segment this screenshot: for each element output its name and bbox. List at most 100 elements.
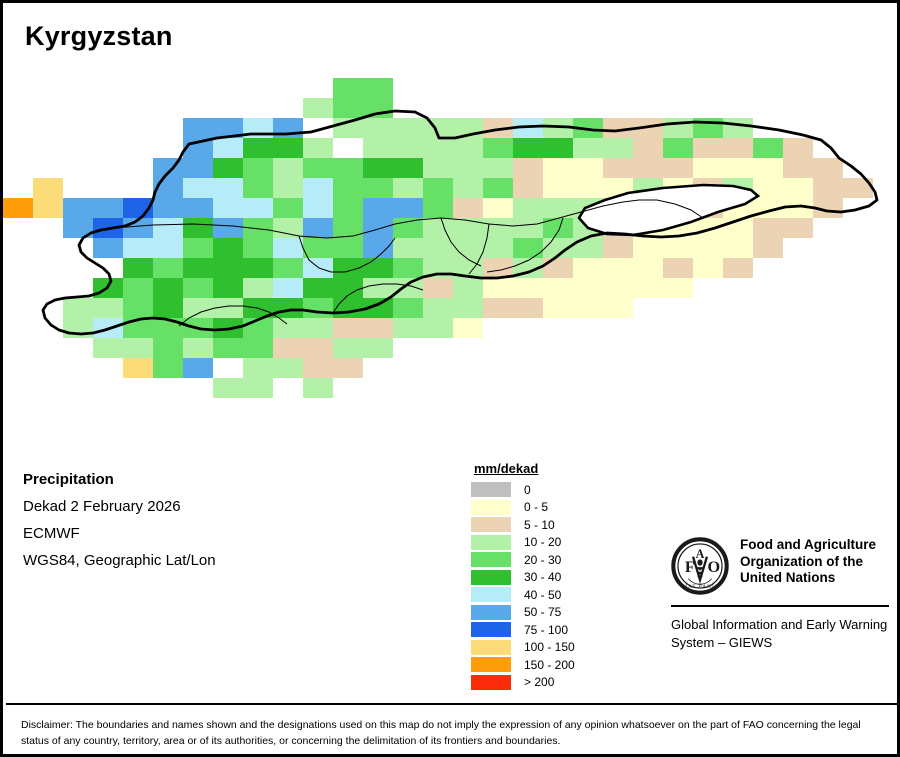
legend-label: > 200 [524, 675, 555, 690]
raster-cell [543, 278, 573, 298]
raster-cell [183, 198, 213, 218]
lake-issyk-kul [577, 183, 761, 237]
raster-cell [783, 178, 813, 198]
legend-label: 5 - 10 [524, 517, 555, 532]
info-source: ECMWF [23, 525, 80, 542]
legend-label: 40 - 50 [524, 587, 562, 602]
svg-text:F: F [685, 558, 695, 576]
raster-cell [153, 358, 183, 378]
raster-cell [273, 238, 303, 258]
legend-row: 0 - 5 [471, 499, 601, 517]
svg-text:A: A [696, 547, 705, 561]
raster-cell [363, 118, 393, 138]
legend-swatch [471, 499, 511, 515]
raster-cell [363, 218, 393, 238]
raster-cell [213, 298, 243, 318]
raster-cell [393, 258, 423, 278]
raster-cell [693, 258, 723, 278]
legend-label: 150 - 200 [524, 657, 575, 672]
info-variable: Precipitation [23, 471, 114, 488]
raster-cell [183, 298, 213, 318]
fao-logo-icon: F A O FIAT PANIS [671, 537, 729, 595]
raster-cell [33, 198, 63, 218]
raster-cell [303, 158, 333, 178]
raster-cell [243, 218, 273, 238]
raster-cell [303, 378, 333, 398]
raster-cell [693, 158, 723, 178]
raster-cell [483, 238, 513, 258]
raster-cell [153, 238, 183, 258]
legend-swatch [471, 587, 511, 603]
raster-cell [153, 258, 183, 278]
raster-cell [243, 278, 273, 298]
fao-divider [671, 605, 889, 607]
raster-cell [483, 118, 513, 138]
map-canvas[interactable] [3, 78, 897, 398]
raster-cell [663, 258, 693, 278]
raster-cell [573, 178, 603, 198]
raster-cell [183, 338, 213, 358]
raster-cell [543, 118, 573, 138]
raster-cell [273, 218, 303, 238]
raster-cell [573, 158, 603, 178]
raster-cell [303, 258, 333, 278]
raster-cell [333, 318, 363, 338]
info-period: Dekad 2 February 2026 [23, 498, 181, 515]
raster-cell [603, 118, 633, 138]
page-title: Kyrgyzstan [25, 21, 173, 51]
raster-cell [813, 158, 843, 178]
raster-cell [603, 298, 633, 318]
raster-cell [333, 158, 363, 178]
raster-cell [423, 198, 453, 218]
raster-cell [153, 278, 183, 298]
raster-cell [723, 138, 753, 158]
raster-cell [633, 138, 663, 158]
raster-cell [183, 358, 213, 378]
legend-swatch [471, 517, 511, 533]
raster-cell [213, 198, 243, 218]
raster-cell [183, 178, 213, 198]
legend-row: > 200 [471, 674, 601, 692]
raster-cell [723, 238, 753, 258]
raster-cell [363, 278, 393, 298]
raster-cell [753, 138, 783, 158]
raster-cell [753, 238, 783, 258]
raster-cell [603, 158, 633, 178]
raster-cell [423, 278, 453, 298]
raster-cell [513, 298, 543, 318]
raster-cell [423, 178, 453, 198]
disclaimer-text: Disclaimer: The boundaries and names sho… [21, 719, 861, 747]
raster-cell [333, 278, 363, 298]
raster-cell [513, 178, 543, 198]
raster-cell [243, 238, 273, 258]
raster-cell [603, 258, 633, 278]
legend-row: 30 - 40 [471, 569, 601, 587]
raster-cell [273, 318, 303, 338]
raster-cell [573, 138, 603, 158]
raster-cell [153, 338, 183, 358]
raster-cell [333, 98, 363, 118]
legend-row: 150 - 200 [471, 656, 601, 674]
legend-swatch [471, 534, 511, 550]
raster-cell [213, 338, 243, 358]
raster-cell [123, 298, 153, 318]
raster-cell [213, 178, 243, 198]
legend-rows: 0 0 - 5 5 - 10 10 - 20 20 - 30 30 - 40 40 - 50… [471, 481, 601, 691]
raster-cell [213, 238, 243, 258]
raster-cell [183, 158, 213, 178]
raster-cell [363, 138, 393, 158]
raster-cell [483, 138, 513, 158]
raster-cell [363, 158, 393, 178]
legend-row: 75 - 100 [471, 621, 601, 639]
raster-cell [753, 218, 783, 238]
raster-cell [333, 218, 363, 238]
raster-cell [483, 258, 513, 278]
raster-cell [123, 358, 153, 378]
raster-cell [333, 338, 363, 358]
raster-cell [513, 218, 543, 238]
raster-cell [273, 278, 303, 298]
raster-cell [573, 278, 603, 298]
raster-cell [273, 258, 303, 278]
raster-cell [63, 198, 93, 218]
raster-cell [213, 158, 243, 178]
